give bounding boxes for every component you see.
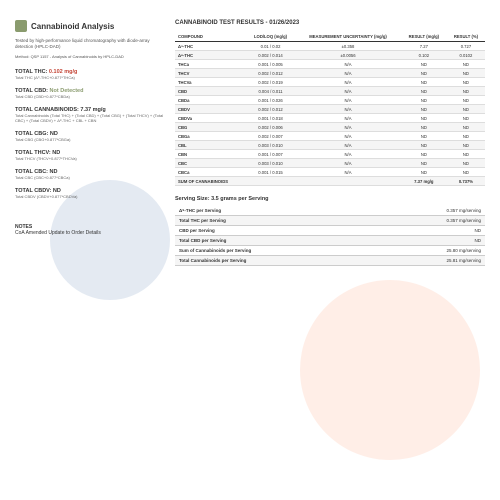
serving-row: Δ⁹-THC per Serving0.357 mg/serving: [175, 206, 485, 216]
results-table: COMPOUNDLOD/LOQ (mg/g)MEASUREMENT UNCERT…: [175, 32, 485, 186]
table-row: CBC0.003 / 0.010N/ANDND: [175, 159, 485, 168]
summary-sub: Total Cannabinoids (Total THC) + (Total …: [15, 113, 165, 123]
table-row: Δ⁹-THC0.01 / 0.02±0.3587.270.727: [175, 42, 485, 51]
page-title: Cannabinoid Analysis: [31, 22, 114, 31]
table-row: CBN0.001 / 0.007N/ANDND: [175, 150, 485, 159]
table-header: RESULT (%): [447, 32, 485, 42]
table-row: THCV0.002 / 0.012N/ANDND: [175, 69, 485, 78]
summary-section: TOTAL CBD: Not DetectedTotal CBD (CBD+0.…: [15, 88, 165, 99]
summary-section: TOTAL CANNABINOIDS: 7.37 mg/gTotal Canna…: [15, 107, 165, 123]
table-row: CBDVa0.001 / 0.018N/ANDND: [175, 114, 485, 123]
summary-sub: Total CBC (CBC+0.877*CBCa): [15, 175, 165, 180]
summary-section: TOTAL THC: 0.102 mg/gTotal THC (Δ⁹-THC+0…: [15, 69, 165, 80]
table-row: CBGa0.002 / 0.007N/ANDND: [175, 132, 485, 141]
notes-section: NOTES CoA Amended Update to Order Detail…: [15, 224, 165, 236]
table-row: THCVa0.002 / 0.019N/ANDND: [175, 78, 485, 87]
summary-sub: Total CBD (CBD+0.877*CBDa): [15, 94, 165, 99]
summary-sub: Total CBG (CBG+0.877*CBGa): [15, 137, 165, 142]
notes-text: CoA Amended Update to Order Details: [15, 230, 165, 236]
summary-sub: Total THCV (THCV+0.877*THCVa): [15, 156, 165, 161]
summary-section: TOTAL THCV: NDTotal THCV (THCV+0.877*THC…: [15, 150, 165, 161]
summary-sub: Total CBDV (CBDV+0.877*CBDVa): [15, 194, 165, 199]
serving-row: Sum of Cannabinoids per Serving25.80 mg/…: [175, 246, 485, 256]
table-row: Δ⁸-THC0.002 / 0.014±0.00560.1020.0102: [175, 51, 485, 60]
subtitle: Tested by high-performance liquid chroma…: [15, 38, 165, 50]
summary-section: TOTAL CBC: NDTotal CBC (CBC+0.877*CBCa): [15, 169, 165, 180]
serving-table: Δ⁹-THC per Serving0.357 mg/servingTotal …: [175, 206, 485, 266]
serving-title: Serving Size: 3.5 grams per Serving: [175, 196, 485, 202]
sum-row: SUM OF CANNABINOIDS7.37 mg/g0.737%: [175, 177, 485, 186]
right-panel: CANNABINOID TEST RESULTS - 01/26/2023 CO…: [175, 20, 485, 266]
results-title: CANNABINOID TEST RESULTS - 01/26/2023: [175, 20, 485, 26]
logo-icon: [15, 20, 27, 32]
table-row: CBDa0.001 / 0.026N/ANDND: [175, 96, 485, 105]
serving-row: Total Cannabinoids per Serving25.81 mg/s…: [175, 256, 485, 266]
table-header: MEASUREMENT UNCERTAINTY (mg/g): [295, 32, 401, 42]
summary-section: TOTAL CBDV: NDTotal CBDV (CBDV+0.877*CBD…: [15, 188, 165, 199]
table-row: CBD0.004 / 0.011N/ANDND: [175, 87, 485, 96]
method-text: Method: QSP 1157 - Analysis of Cannabino…: [15, 54, 165, 59]
serving-row: Total THC per Serving0.357 mg/serving: [175, 216, 485, 226]
table-header: RESULT (mg/g): [401, 32, 447, 42]
table-row: CBL0.003 / 0.010N/ANDND: [175, 141, 485, 150]
summary-section: TOTAL CBG: NDTotal CBG (CBG+0.877*CBGa): [15, 131, 165, 142]
table-row: CBG0.002 / 0.006N/ANDND: [175, 123, 485, 132]
serving-row: Total CBD per ServingND: [175, 236, 485, 246]
table-header: COMPOUND: [175, 32, 246, 42]
summary-sub: Total THC (Δ⁹-THC+0.877*THCa): [15, 75, 165, 80]
table-row: CBCa0.001 / 0.015N/ANDND: [175, 168, 485, 177]
table-row: CBDV0.002 / 0.012N/ANDND: [175, 105, 485, 114]
serving-row: CBD per ServingND: [175, 226, 485, 236]
table-row: THCa0.001 / 0.005N/ANDND: [175, 60, 485, 69]
table-header: LOD/LOQ (mg/g): [246, 32, 295, 42]
left-panel: Cannabinoid Analysis Tested by high-perf…: [15, 20, 175, 266]
